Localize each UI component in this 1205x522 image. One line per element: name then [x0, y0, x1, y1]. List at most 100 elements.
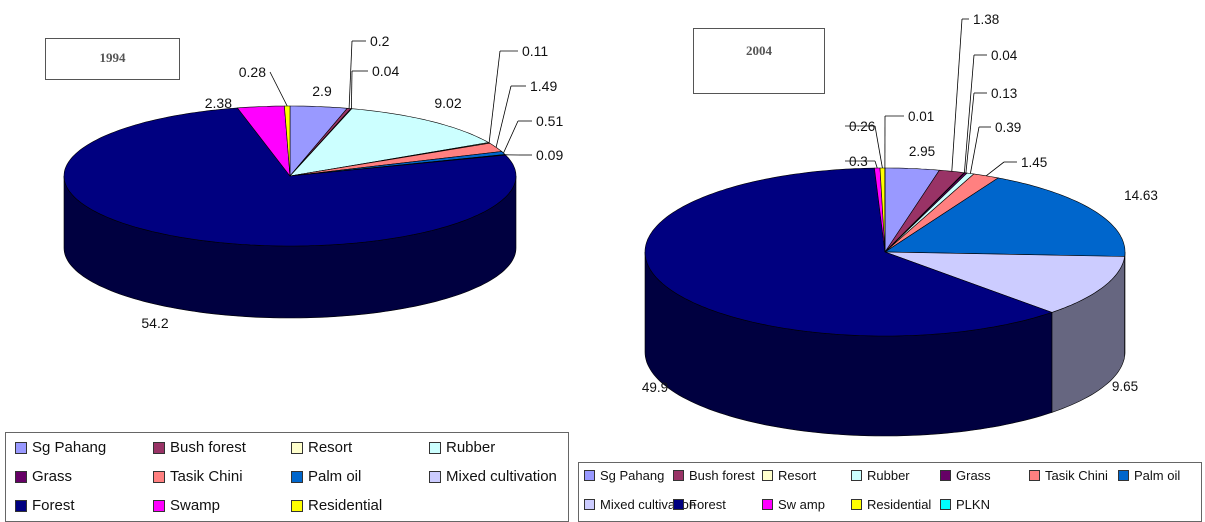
data-label-swamp: 0.3 [849, 154, 868, 169]
data-label-grass: 0.04 [372, 63, 399, 79]
legend-swatch-mixed-cultivation [429, 471, 441, 483]
legend-item-swamp: Swamp [153, 497, 220, 514]
data-label-resort: 0.04 [991, 48, 1018, 63]
legend-label-sg-pahang: Sg Pahang [32, 439, 106, 456]
legend-swatch-grass [940, 470, 951, 481]
legend-label-residential: Residential [308, 497, 382, 514]
data-label-rubber: 0.39 [995, 120, 1021, 135]
data-label-tasik-chini: 1.45 [1021, 155, 1047, 170]
legend-1994: Sg Pahang Bush forest Resort Rubber Grass Tas… [5, 432, 569, 522]
data-label-sg-pahang: 2.9 [312, 83, 332, 99]
legend-swatch-rubber [851, 470, 862, 481]
legend-item-mixed-cultivation: Mixed cultivation [429, 468, 557, 485]
legend-swatch-palm-oil [1118, 470, 1129, 481]
legend-item-palm-oil: Palm oil [291, 468, 361, 485]
leader-line-swamp [875, 161, 877, 168]
legend-swatch-bush-forest [673, 470, 684, 481]
pie-slices [64, 106, 516, 246]
legend-swatch-plkn [940, 499, 951, 510]
data-label-bush-forest: 1.38 [973, 12, 999, 27]
legend-item-resort: Resort [291, 439, 352, 456]
legend-label-grass: Grass [32, 468, 72, 485]
data-label-rubber: 9.02 [434, 95, 461, 111]
legend-label-bush-forest: Bush forest [170, 439, 246, 456]
legend-item-tasik-chini: Tasik Chini [1029, 468, 1108, 483]
legend-swatch-grass [15, 471, 27, 483]
legend-swatch-residential [291, 500, 303, 512]
legend-item-forest: Forest [673, 497, 726, 512]
pie-svg-2004: 2.95 1.38 0.04 0.13 0.39 1.45 14.63 9.65 49.9 0.3… [575, 0, 1205, 455]
legend-item-sg-pahang: Sg Pahang [15, 439, 106, 456]
data-label-bush-forest: 0.2 [370, 33, 390, 49]
pie-slices [645, 168, 1125, 336]
legend-label-tasik-chini: Tasik Chini [1045, 468, 1108, 483]
leader-line-resort [964, 55, 974, 173]
legend-swatch-tasik-chini [1029, 470, 1040, 481]
legend-item-residential: Residential [851, 497, 931, 512]
legend-label-palm-oil: Palm oil [308, 468, 361, 485]
data-label-sg-pahang: 2.95 [909, 144, 935, 159]
legend-label-swamp: Swamp [170, 497, 220, 514]
leader-line-residential [875, 126, 882, 168]
data-label-mixed-cultivation: 0.09 [536, 147, 563, 163]
leader-line-tasik-chini [496, 86, 511, 147]
data-label-residential: 0.28 [239, 64, 266, 80]
legend-item-forest: Forest [15, 497, 75, 514]
data-label-swamp: 2.38 [205, 95, 232, 111]
legend-item-grass: Grass [15, 468, 72, 485]
legend-swatch-resort [762, 470, 773, 481]
leader-line-grass [351, 71, 352, 109]
data-label-palm-oil: 0.51 [536, 113, 563, 129]
legend-swatch-resort [291, 442, 303, 454]
leader-line-resort [489, 51, 500, 143]
legend-swatch-swamp [153, 500, 165, 512]
leader-line-bush-forest [952, 19, 962, 171]
legend-item-resort: Resort [762, 468, 816, 483]
legend-swatch-tasik-chini [153, 471, 165, 483]
legend-swatch-rubber [429, 442, 441, 454]
legend-swatch-residential [851, 499, 862, 510]
legend-label-mixed-cultivation: Mixed cultivation [446, 468, 557, 485]
legend-swatch-bush-forest [153, 442, 165, 454]
data-label-mixed-cultivation: 9.65 [1112, 379, 1138, 394]
legend-label-sg-pahang: Sg Pahang [600, 468, 664, 483]
legend-label-resort: Resort [308, 439, 352, 456]
legend-label-palm-oil: Palm oil [1134, 468, 1180, 483]
data-label-palm-oil: 14.63 [1124, 188, 1158, 203]
leader-line-palm-oil [504, 121, 519, 153]
data-label-resort: 0.11 [522, 43, 548, 59]
legend-swatch-palm-oil [291, 471, 303, 483]
legend-item-tasik-chini: Tasik Chini [153, 468, 243, 485]
data-label-forest: 54.2 [141, 315, 168, 331]
legend-swatch-mixed-cultivation [584, 499, 595, 510]
data-label-tasik-chini: 1.49 [530, 78, 557, 94]
data-label-residential: 0.26 [849, 119, 875, 134]
pie-svg-1994: 2.9 0.2 0.04 9.02 0.11 1.49 0.51 0.09 54.2 2.38 0.… [0, 0, 575, 405]
data-label-plkn: 0.01 [908, 109, 934, 124]
legend-label-rubber: Rubber [446, 439, 495, 456]
legend-item-palm-oil: Palm oil [1118, 468, 1180, 483]
leader-line-rubber [970, 127, 979, 174]
leader-line-residential [270, 72, 287, 106]
legend-swatch-forest [673, 499, 684, 510]
legend-swatch-forest [15, 500, 27, 512]
leader-line-tasik-chini [986, 162, 1004, 176]
legend-label-plkn: PLKN [956, 497, 990, 512]
legend-label-rubber: Rubber [867, 468, 910, 483]
data-label-grass: 0.13 [991, 86, 1017, 101]
legend-label-swamp: Sw amp [778, 497, 825, 512]
legend-label-resort: Resort [778, 468, 816, 483]
legend-swatch-swamp [762, 499, 773, 510]
data-label-forest: 49.9 [642, 380, 668, 395]
legend-item-rubber: Rubber [851, 468, 910, 483]
legend-label-grass: Grass [956, 468, 991, 483]
legend-2004: Sg Pahang Bush forest Resort Rubber Grass Tas… [578, 462, 1202, 522]
legend-label-bush-forest: Bush forest [689, 468, 755, 483]
legend-label-residential: Residential [867, 497, 931, 512]
legend-label-forest: Forest [32, 497, 75, 514]
legend-item-swamp: Sw amp [762, 497, 825, 512]
legend-item-rubber: Rubber [429, 439, 495, 456]
legend-item-grass: Grass [940, 468, 991, 483]
legend-item-bush-forest: Bush forest [673, 468, 755, 483]
